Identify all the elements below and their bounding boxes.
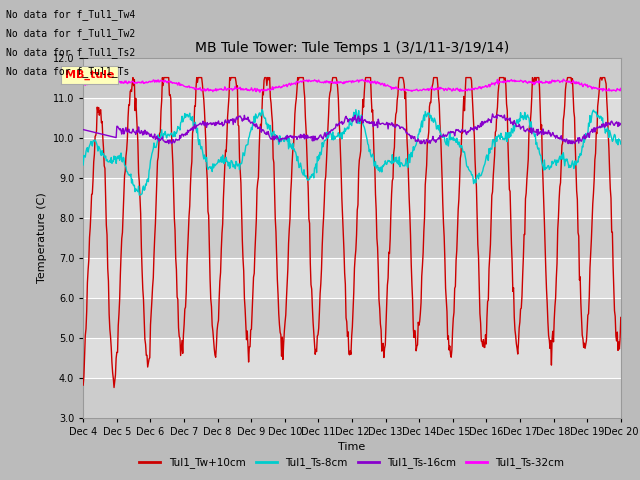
Text: No data for f_Tul1_Tw4: No data for f_Tul1_Tw4	[6, 9, 136, 20]
Bar	[83, 258, 621, 298]
Bar	[83, 298, 621, 337]
Bar	[83, 378, 621, 418]
Text: No data for f_Tul1_Ts2: No data for f_Tul1_Ts2	[6, 47, 136, 58]
Title: MB Tule Tower: Tule Temps 1 (3/1/11-3/19/14): MB Tule Tower: Tule Temps 1 (3/1/11-3/19…	[195, 41, 509, 55]
Y-axis label: Temperature (C): Temperature (C)	[37, 192, 47, 283]
Bar	[83, 337, 621, 378]
Bar	[83, 138, 621, 178]
Bar	[83, 178, 621, 217]
X-axis label: Time: Time	[339, 442, 365, 452]
Text: MB_tule: MB_tule	[65, 70, 115, 80]
Legend: Tul1_Tw+10cm, Tul1_Ts-8cm, Tul1_Ts-16cm, Tul1_Ts-32cm: Tul1_Tw+10cm, Tul1_Ts-8cm, Tul1_Ts-16cm,…	[135, 453, 569, 472]
Text: No data for f_Tul1_Tw2: No data for f_Tul1_Tw2	[6, 28, 136, 39]
Bar	[83, 97, 621, 138]
Bar	[83, 217, 621, 258]
Bar	[83, 58, 621, 97]
Text: No data for f_Tul1_Ts: No data for f_Tul1_Ts	[6, 66, 136, 77]
